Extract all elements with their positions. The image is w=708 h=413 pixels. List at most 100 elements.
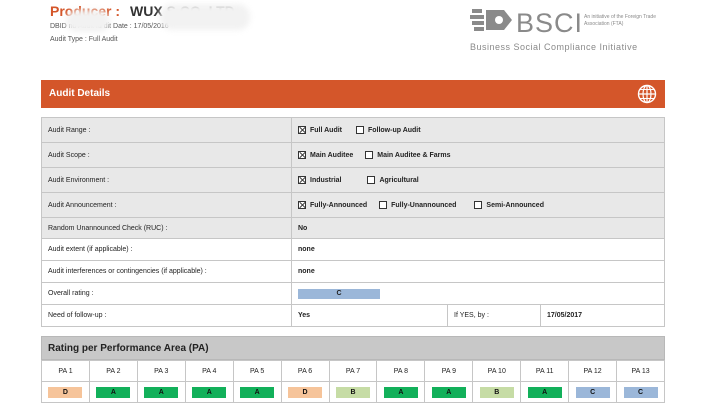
pa-rating-cell: B — [472, 381, 522, 403]
audit-environment-options: Industrial Agricultural — [291, 167, 665, 193]
pa-rating-badge: A — [240, 386, 275, 398]
checkbox-checked-icon — [298, 176, 306, 184]
redaction-blur — [66, 10, 110, 32]
pa-rating-badge: A — [383, 386, 418, 398]
ruc-label: Random Unannounced Check (RUC) : — [41, 217, 292, 239]
pa-rating-cell: A — [376, 381, 426, 403]
checkbox-empty-icon — [365, 151, 374, 159]
interferences-row: Audit interferences or contingencies (if… — [41, 260, 665, 283]
audit-ids-line: DBID nd Audit Id dit Date : 17/05/2016 — [50, 23, 169, 30]
pa-name-cell: PA 8 — [376, 360, 426, 382]
pa-rating-cell: C — [568, 381, 618, 403]
bsci-logo-icon — [470, 9, 512, 31]
pa-rating-cell: D — [280, 381, 330, 403]
audit-announcement-row: Audit Announcement : Fully-Announced Ful… — [41, 192, 665, 218]
option-follow-up-audit[interactable]: Follow-up Audit — [355, 126, 421, 134]
checkbox-empty-icon — [379, 201, 388, 209]
interferences-value: none — [291, 260, 665, 283]
checkbox-empty-icon — [474, 201, 483, 209]
pa-name-cell: PA 4 — [184, 360, 234, 382]
pa-rating-cell: C — [616, 381, 665, 403]
checkbox-empty-icon — [367, 176, 376, 184]
pa-rating-cell: A — [520, 381, 570, 403]
report-header: Producer :WUX S CO.,LTD DBID nd Audit Id… — [0, 0, 708, 70]
audit-extent-label: Audit extent (if applicable) : — [41, 238, 292, 261]
section-title: Audit Details — [49, 88, 111, 99]
pa-rating-cell: A — [232, 381, 282, 403]
option-full-audit[interactable]: Full Audit — [298, 126, 342, 134]
ruc-row: Random Unannounced Check (RUC) : No — [41, 217, 665, 239]
audit-type-line: Audit Type : Full Audit — [50, 36, 118, 43]
audit-details-header: Audit Details — [41, 80, 665, 108]
audit-range-row: Audit Range : Full Audit Follow-up Audit — [41, 117, 665, 143]
option-main-auditee[interactable]: Main Auditee — [298, 151, 353, 159]
pa-rating-badge: C — [575, 386, 610, 398]
audit-extent-row: Audit extent (if applicable) : none — [41, 238, 665, 261]
interferences-label: Audit interferences or contingencies (if… — [41, 260, 292, 283]
logo-text: BSCI — [516, 8, 584, 38]
pa-rating-badge: D — [48, 386, 83, 398]
audit-scope-options: Main Auditee Main Auditee & Farms — [291, 142, 665, 168]
audit-details-table: Audit Range : Full Audit Follow-up Audit… — [41, 117, 665, 327]
follow-up-label: Need of follow-up : — [41, 304, 292, 327]
pa-name-cell: PA 7 — [328, 360, 378, 382]
pa-name-cell: PA 3 — [136, 360, 186, 382]
option-agricultural[interactable]: Agricultural — [367, 176, 419, 184]
audit-environment-row: Audit Environment : Industrial Agricultu… — [41, 167, 665, 193]
logo-initiative-text: An initiative of the Foreign Trade Assoc… — [584, 14, 656, 27]
option-semi-announced[interactable]: Semi-Announced — [474, 201, 544, 209]
pa-name-cell: PA 11 — [520, 360, 570, 382]
follow-up-date: 17/05/2017 — [540, 304, 665, 327]
pa-rating-badge: B — [479, 386, 514, 398]
audit-announcement-options: Fully-Announced Fully-Unannounced Semi-A… — [291, 192, 665, 218]
pa-name-cell: PA 1 — [41, 360, 90, 382]
pa-rating-cell: A — [136, 381, 186, 403]
pa-name-cell: PA 5 — [232, 360, 282, 382]
ruc-value: No — [291, 217, 665, 239]
checkbox-empty-icon — [355, 126, 364, 134]
follow-up-value: Yes — [291, 304, 448, 327]
pa-name-cell: PA 10 — [472, 360, 522, 382]
pa-rating-cell: A — [88, 381, 138, 403]
audit-environment-label: Audit Environment : — [41, 167, 292, 193]
audit-scope-row: Audit Scope : Main Auditee Main Auditee … — [41, 142, 665, 168]
pa-rating-badge: A — [527, 386, 562, 398]
overall-rating-cell: C — [291, 282, 665, 305]
pa-rating-badge: C — [623, 386, 658, 398]
pa-rating-badge: D — [288, 386, 323, 398]
pa-rating-cell: B — [328, 381, 378, 403]
overall-rating-badge: C — [298, 288, 380, 299]
overall-rating-row: Overall rating : C — [41, 282, 665, 305]
checkbox-checked-icon — [298, 201, 306, 209]
pa-section-title: Rating per Performance Area (PA) — [48, 343, 209, 354]
audit-extent-value: none — [291, 238, 665, 261]
option-industrial[interactable]: Industrial — [298, 176, 342, 184]
logo-subtitle: Business Social Compliance Initiative — [470, 42, 638, 52]
checkbox-checked-icon — [298, 151, 306, 159]
pa-rating-badge: A — [431, 386, 466, 398]
performance-area-header: Rating per Performance Area (PA) — [41, 336, 665, 360]
option-fully-announced[interactable]: Fully-Announced — [298, 201, 367, 209]
pa-rating-badge: A — [144, 386, 179, 398]
if-yes-label: If YES, by : — [447, 304, 541, 327]
pa-name-cell: PA 2 — [88, 360, 138, 382]
pa-rating-cell: A — [424, 381, 474, 403]
pa-rating-badge: B — [335, 386, 370, 398]
globe-icon — [637, 84, 657, 104]
overall-rating-label: Overall rating : — [41, 282, 292, 305]
follow-up-row: Need of follow-up : Yes If YES, by : 17/… — [41, 304, 665, 327]
audit-scope-label: Audit Scope : — [41, 142, 292, 168]
option-main-auditee-farms[interactable]: Main Auditee & Farms — [365, 151, 451, 159]
audit-range-options: Full Audit Follow-up Audit — [291, 117, 665, 143]
checkbox-checked-icon — [298, 126, 306, 134]
pa-name-cell: PA 9 — [424, 360, 474, 382]
pa-rating-badge: A — [96, 386, 131, 398]
redaction-blur — [160, 4, 250, 30]
bsci-logo: BSCI An initiative of the Foreign Trade … — [470, 6, 670, 56]
pa-rating-cell: A — [184, 381, 234, 403]
pa-name-cell: PA 13 — [616, 360, 665, 382]
option-fully-unannounced[interactable]: Fully-Unannounced — [379, 201, 456, 209]
pa-names-row: PA 1 PA 2 PA 3 PA 4 PA 5 PA 6 PA 7 PA 8 PA 9 PA 1… — [41, 360, 665, 382]
pa-name-cell: PA 12 — [568, 360, 618, 382]
